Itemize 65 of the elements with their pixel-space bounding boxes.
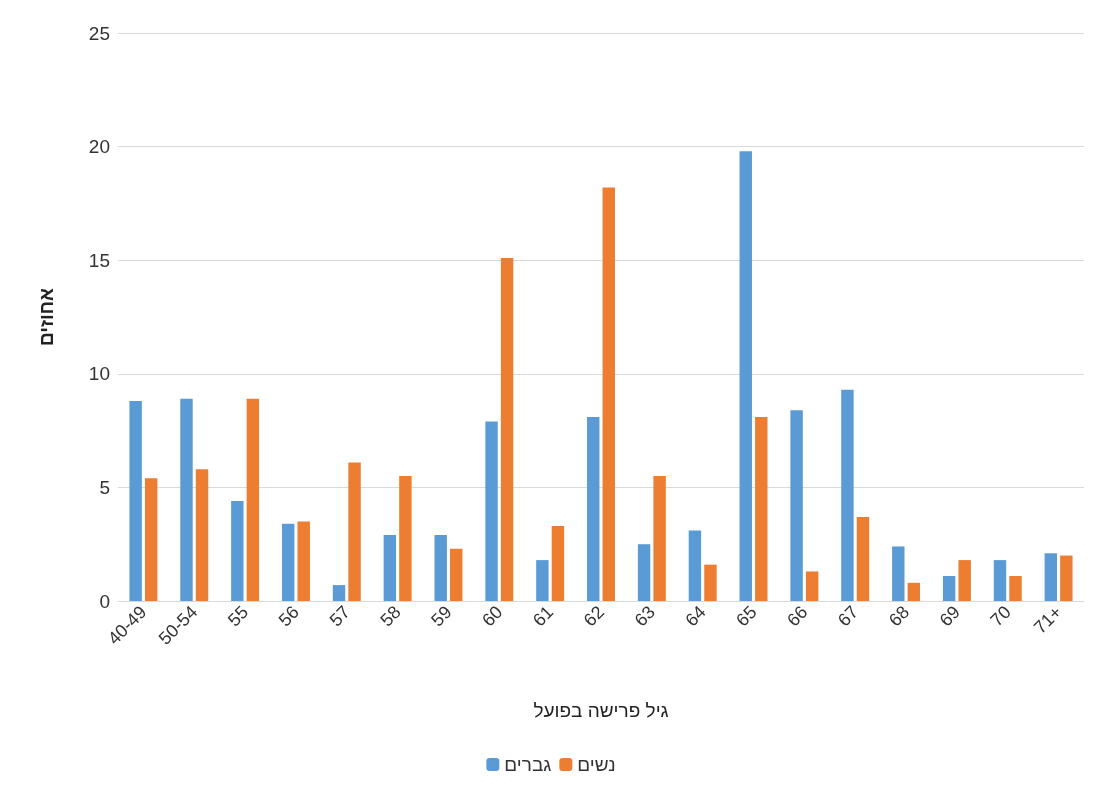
bar [434,535,447,601]
bar [485,421,498,601]
bar [587,416,600,601]
x-tick-label: 59 [427,601,456,631]
x-tick-label: 56 [274,601,304,631]
y-axis-title: אחוזים [36,287,57,346]
bar [602,187,615,601]
bar [399,476,412,601]
bar [536,560,549,601]
bar [755,416,768,601]
bar [907,582,921,601]
y-tick-label: 5 [99,476,110,498]
x-tick-label: 70 [986,601,1015,631]
y-tick-label: 0 [99,590,110,612]
bar [348,462,361,601]
bar [637,544,651,601]
bar [500,257,514,601]
bar [739,151,752,601]
x-tick-label: 58 [376,601,405,631]
bar [281,523,295,601]
x-tick-label: 61 [528,601,558,631]
x-tick-label: 57 [325,601,354,631]
bar [195,469,209,601]
bar [856,516,870,601]
x-tick-label: 65 [732,601,761,631]
bar [1060,555,1073,601]
bar [958,560,971,601]
x-tick-label: 69 [935,601,964,631]
bar [704,564,717,601]
legend-label: נשים [577,754,616,775]
bar [383,535,397,601]
x-tick-label: 68 [884,601,914,631]
bar [231,501,244,601]
bar [790,410,803,601]
bar [892,546,905,601]
bar [332,585,346,601]
bar [1044,553,1058,601]
bar [297,521,310,601]
bar [180,398,193,601]
x-tick-label: 55 [223,601,253,631]
y-tick-label: 10 [88,363,110,385]
bar [144,478,158,601]
bar [450,548,463,601]
x-tick-label: 66 [783,601,812,631]
x-axis-title: גיל פרישה בפועל [533,700,669,721]
x-tick-label: 63 [630,601,659,631]
bar [129,401,142,601]
bar [653,476,666,601]
x-tick-label: 71+ [1029,601,1066,638]
legend-label: גברים [504,754,552,775]
x-tick-label: 60 [478,601,507,631]
bar [841,389,854,601]
x-tick-label: 62 [579,601,609,631]
x-tick-label: 64 [681,601,710,631]
y-tick-label: 15 [88,249,110,271]
x-tick-label: 67 [833,601,863,631]
bar [688,530,702,601]
bar [993,560,1007,601]
bar [551,526,565,601]
y-tick-label: 25 [88,22,110,44]
bar [942,576,956,601]
bar [805,571,819,601]
bar [246,398,260,601]
y-tick-label: 20 [88,136,110,158]
bar [1009,576,1022,601]
